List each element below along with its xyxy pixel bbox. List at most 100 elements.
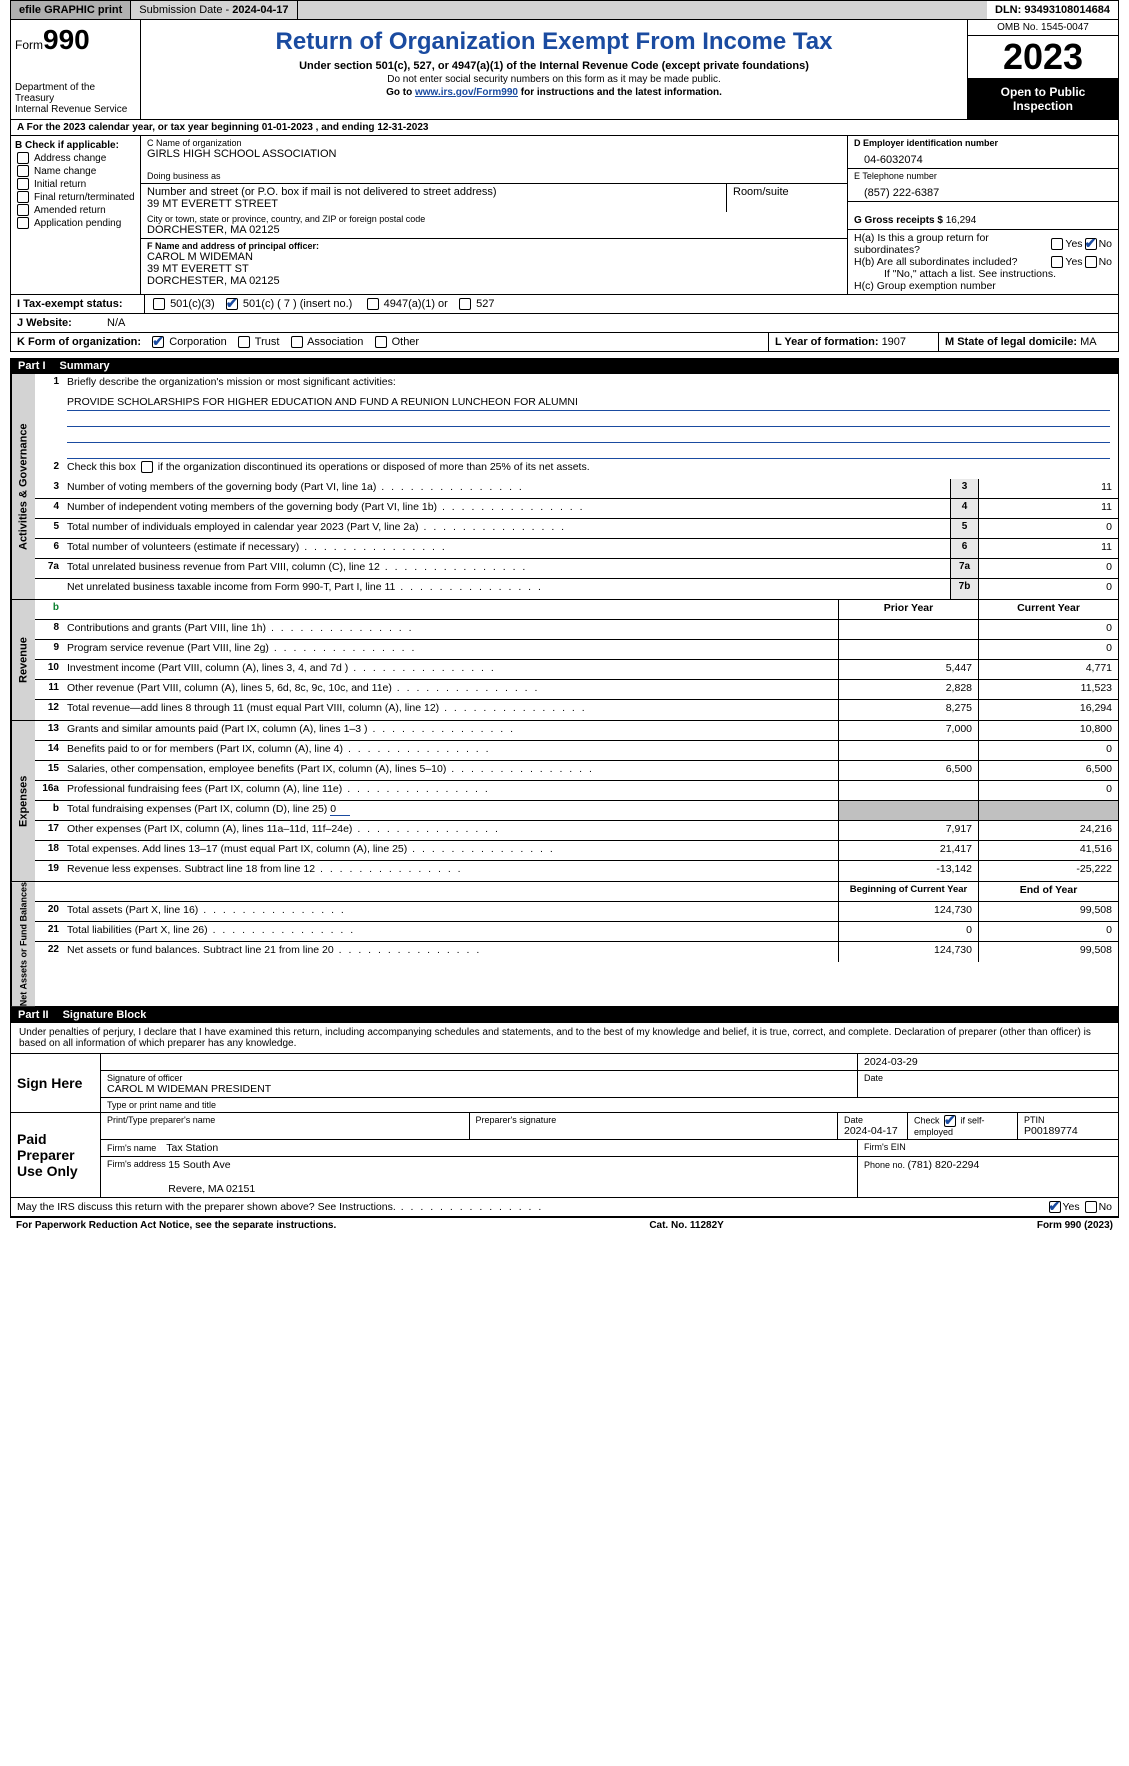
governance-tab: Activities & Governance [11,374,35,599]
expense-row: bTotal fundraising expenses (Part IX, co… [35,801,1118,821]
governance-section: Activities & Governance 1Briefly describ… [10,374,1119,600]
row-i-tax-status: I Tax-exempt status: 501(c)(3) 501(c) ( … [10,295,1119,314]
self-employed-checkbox[interactable] [944,1115,956,1127]
row-k-form-org: K Form of organization: Corporation Trus… [10,333,1119,352]
association-checkbox[interactable] [291,336,303,348]
527-checkbox[interactable] [459,298,471,310]
hb-no-checkbox[interactable] [1085,256,1097,268]
entity-info-grid: B Check if applicable: Address change Na… [10,136,1119,295]
501c3-checkbox[interactable] [153,298,165,310]
net-assets-tab: Net Assets or Fund Balances [11,882,35,1006]
ssn-note: Do not enter social security numbers on … [149,74,959,85]
page-footer: For Paperwork Reduction Act Notice, see … [10,1217,1119,1233]
corporation-checkbox[interactable] [152,336,164,348]
final-return-checkbox[interactable] [17,191,29,203]
expense-row: 19Revenue less expenses. Subtract line 1… [35,861,1118,881]
expense-row: 14Benefits paid to or for members (Part … [35,741,1118,761]
firm-phone: (781) 820-2294 [908,1159,980,1171]
signature-block: Under penalties of perjury, I declare th… [10,1023,1119,1198]
discuss-row: May the IRS discuss this return with the… [10,1198,1119,1217]
sign-here-label: Sign Here [11,1054,101,1112]
revenue-row: 8Contributions and grants (Part VIII, li… [35,620,1118,640]
dept-treasury: Department of the Treasury Internal Reve… [15,82,136,115]
net-assets-row: 22Net assets or fund balances. Subtract … [35,942,1118,962]
firm-name: Tax Station [166,1142,218,1154]
col-c-org-info: C Name of organizationGIRLS HIGH SCHOOL … [141,136,848,294]
submission-date: Submission Date - 2024-04-17 [131,1,297,19]
hb-yes-checkbox[interactable] [1051,256,1063,268]
net-assets-section: Net Assets or Fund Balances Beginning of… [10,882,1119,1007]
trust-checkbox[interactable] [238,336,250,348]
omb-number: OMB No. 1545-0047 [968,20,1118,36]
expenses-section: Expenses 13Grants and similar amounts pa… [10,721,1119,882]
summary-row: Net unrelated business taxable income fr… [35,579,1118,599]
form-990-page: efile GRAPHIC print Submission Date - 20… [0,0,1129,1233]
telephone: (857) 222-6387 [854,181,1112,199]
form-subtitle: Under section 501(c), 527, or 4947(a)(1)… [149,60,959,72]
summary-row: 5Total number of individuals employed in… [35,519,1118,539]
prep-date: 2024-04-17 [844,1125,898,1137]
website-value: N/A [101,314,131,332]
sig-date: 2024-03-29 [864,1056,1112,1068]
expense-row: 16aProfessional fundraising fees (Part I… [35,781,1118,801]
year-formation: 1907 [882,336,906,348]
street: 39 MT EVERETT STREET [147,198,720,210]
irs-link[interactable]: www.irs.gov/Form990 [415,87,518,98]
expense-row: 18Total expenses. Add lines 13–17 (must … [35,841,1118,861]
ha-yes-checkbox[interactable] [1051,238,1063,250]
discontinued-checkbox[interactable] [141,461,153,473]
form-header: Form990 Department of the Treasury Inter… [10,20,1119,120]
name-change-checkbox[interactable] [17,165,29,177]
org-name: GIRLS HIGH SCHOOL ASSOCIATION [147,148,841,160]
summary-row: 4Number of independent voting members of… [35,499,1118,519]
summary-row: 6Total number of volunteers (estimate if… [35,539,1118,559]
discuss-no-checkbox[interactable] [1085,1201,1097,1213]
expenses-tab: Expenses [11,721,35,881]
net-assets-row: 21Total liabilities (Part X, line 26)00 [35,922,1118,942]
revenue-row: 9Program service revenue (Part VIII, lin… [35,640,1118,660]
ein: 04-6032074 [854,148,1112,166]
mission-text: PROVIDE SCHOLARSHIPS FOR HIGHER EDUCATIO… [67,394,1110,411]
instructions-link-line: Go to www.irs.gov/Form990 for instructio… [149,87,959,98]
form-number: Form990 [15,24,136,56]
summary-row: 3Number of voting members of the governi… [35,479,1118,499]
form-title: Return of Organization Exempt From Incom… [149,28,959,56]
topbar: efile GRAPHIC print Submission Date - 20… [10,0,1119,20]
col-b-checkboxes: B Check if applicable: Address change Na… [11,136,141,294]
revenue-row: 12Total revenue—add lines 8 through 11 (… [35,700,1118,720]
ha-no-checkbox[interactable] [1085,238,1097,250]
summary-row: 7aTotal unrelated business revenue from … [35,559,1118,579]
revenue-row: 11Other revenue (Part VIII, column (A), … [35,680,1118,700]
address-change-checkbox[interactable] [17,152,29,164]
public-inspection: Open to Public Inspection [968,79,1118,119]
initial-return-checkbox[interactable] [17,178,29,190]
dln: DLN: 93493108014684 [987,1,1118,19]
revenue-section: Revenue bPrior YearCurrent Year 8Contrib… [10,600,1119,721]
part-2-header: Part IISignature Block [10,1007,1119,1023]
city: DORCHESTER, MA 02125 [147,224,841,236]
gross-receipts: 16,294 [946,215,977,226]
ptin: P00189774 [1024,1125,1078,1137]
discuss-yes-checkbox[interactable] [1049,1201,1061,1213]
amended-return-checkbox[interactable] [17,204,29,216]
application-pending-checkbox[interactable] [17,217,29,229]
penalty-text: Under penalties of perjury, I declare th… [11,1023,1118,1054]
officer-name: CAROL M WIDEMAN PRESIDENT [107,1083,271,1095]
state-domicile: MA [1080,336,1097,348]
part-1-header: Part ISummary [10,358,1119,374]
firm-address: 15 South Ave Revere, MA 02151 [168,1159,255,1195]
line-a: A For the 2023 calendar year, or tax yea… [10,120,1119,136]
501c-checkbox[interactable] [226,298,238,310]
principal-officer: CAROL M WIDEMAN 39 MT EVERETT ST DORCHES… [147,251,841,287]
4947-checkbox[interactable] [367,298,379,310]
net-assets-row: 20Total assets (Part X, line 16)124,7309… [35,902,1118,922]
efile-print-button[interactable]: efile GRAPHIC print [11,1,131,19]
tax-year: 2023 [968,36,1118,79]
expense-row: 17Other expenses (Part IX, column (A), l… [35,821,1118,841]
expense-row: 15Salaries, other compensation, employee… [35,761,1118,781]
other-checkbox[interactable] [375,336,387,348]
col-d-ein-info: D Employer identification number04-60320… [848,136,1118,294]
paid-preparer-label: Paid Preparer Use Only [11,1113,101,1197]
revenue-row: 10Investment income (Part VIII, column (… [35,660,1118,680]
expense-row: 13Grants and similar amounts paid (Part … [35,721,1118,741]
